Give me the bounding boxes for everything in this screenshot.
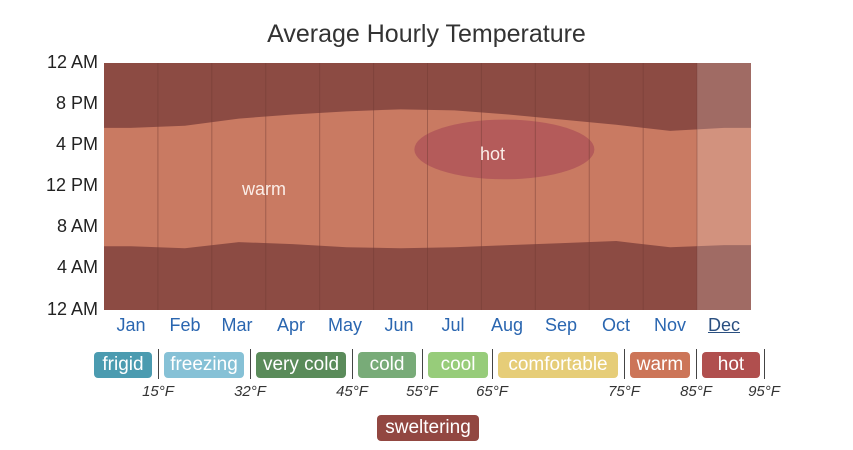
y-tick-label: 8 AM [56, 216, 98, 236]
month-label-jun[interactable]: Jun [384, 315, 414, 335]
chart-title: Average Hourly Temperature [267, 20, 586, 48]
hot-region-label: hot [480, 144, 506, 164]
month-label-aug[interactable]: Aug [490, 315, 524, 335]
warm-region-label: warm [242, 179, 286, 199]
month-label-feb[interactable]: Feb [169, 315, 201, 335]
month-label-apr[interactable]: Apr [276, 315, 305, 335]
month-label-mar[interactable]: Mar [221, 315, 253, 335]
month-label-jul[interactable]: Jul [441, 315, 465, 335]
current-month-highlight [697, 63, 751, 310]
hot-region [414, 119, 595, 180]
y-tick-label: 8 PM [55, 93, 98, 113]
y-tick-label: 12 AM [46, 299, 98, 319]
month-label-sep[interactable]: Sep [544, 315, 578, 335]
y-tick-label: 4 PM [55, 134, 98, 154]
month-label-may[interactable]: May [327, 315, 362, 335]
y-tick-label: 12 AM [46, 52, 98, 72]
y-tick-label: 12 PM [45, 175, 98, 195]
month-label-dec[interactable]: Dec [707, 315, 740, 335]
month-label-jan[interactable]: Jan [116, 315, 146, 335]
month-label-nov[interactable]: Nov [653, 315, 686, 335]
y-tick-label: 4 AM [56, 257, 98, 277]
month-label-oct[interactable]: Oct [601, 315, 630, 335]
